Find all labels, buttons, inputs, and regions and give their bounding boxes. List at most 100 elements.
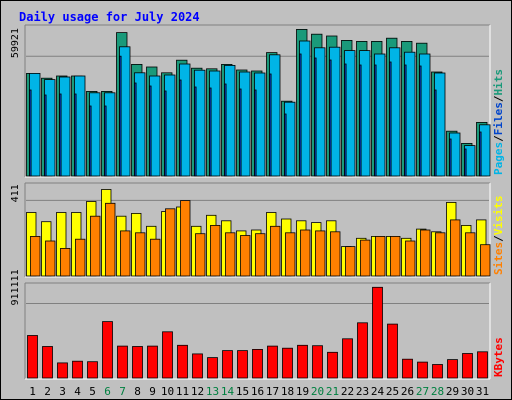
bar-kbytes-day-3 [57,362,68,379]
x-tick-label-day-14: 14 [221,385,235,398]
bar-kbytes-day-29 [447,359,458,379]
x-tick-label-day-27: 27 [416,385,429,398]
x-tick-label-day-26: 26 [401,385,414,398]
bar-files-day-31 [479,131,482,177]
bar-kbytes-day-6 [102,321,113,379]
bar-files-day-20 [314,57,317,177]
bar-sites-day-20 [315,230,326,277]
bar-files-day-8 [134,82,137,177]
x-tick-label-day-15: 15 [236,385,249,398]
x-tick-label-day-18: 18 [281,385,294,398]
x-tick-label-day-9: 9 [149,385,156,398]
bar-sites-day-7 [120,230,131,277]
legend-panel-3: KBytes [492,337,505,377]
x-tick-label-day-17: 17 [266,385,279,398]
x-tick-label-day-7: 7 [119,385,126,398]
x-tick-label-day-24: 24 [371,385,385,398]
bar-kbytes-day-20 [312,345,323,379]
x-tick-label-day-5: 5 [89,385,96,398]
x-tick-label-day-30: 30 [461,385,474,398]
bar-files-day-30 [464,148,467,177]
y-axis-max-label-panel-3: 911111 [10,269,21,305]
x-tick-label-day-22: 22 [341,385,354,398]
bar-files-day-2 [44,94,47,177]
bar-kbytes-day-2 [42,346,53,379]
bar-sites-day-6 [105,202,116,277]
legend-item-3-0: KBytes [492,337,505,377]
bar-sites-day-14 [225,232,236,277]
bar-files-day-12 [194,86,197,177]
bar-sites-day-13 [210,224,221,277]
bar-kbytes-day-25 [387,323,398,379]
legend-item-2-2: Visits [492,196,505,236]
x-tick-label-day-3: 3 [59,385,66,398]
x-tick-label-day-12: 12 [191,385,204,398]
bar-kbytes-day-22 [342,338,353,379]
bar-files-day-15 [239,88,242,177]
x-tick-label-day-11: 11 [176,385,189,398]
bar-kbytes-day-13 [207,357,218,379]
y-axis-max-label-panel-2: 411 [10,184,21,202]
bar-files-day-22 [344,63,347,177]
bar-kbytes-day-28 [432,364,443,379]
chart-title: Daily usage for July 2024 [19,10,200,24]
bar-sites-day-26 [405,240,416,277]
bar-files-day-11 [179,79,182,177]
bar-sites-day-31 [480,244,491,277]
bar-kbytes-day-8 [132,346,143,379]
x-tick-label-day-21: 21 [326,385,339,398]
bar-files-day-9 [149,85,152,177]
bar-sites-day-28 [435,232,446,277]
bar-sites-day-21 [330,231,341,277]
bar-kbytes-day-14 [222,350,233,379]
bar-files-day-29 [449,138,452,177]
bar-kbytes-day-10 [162,331,173,379]
bar-sites-day-1 [30,235,41,277]
bar-sites-day-12 [195,233,206,277]
bar-files-day-3 [59,93,62,177]
x-axis-labels: 1 2 3 4 5 6 7 8 9 10 11 12 13 14 15 16 17 18 19 20 21 22 23 24 2… [29,385,489,398]
bar-files-day-17 [269,73,272,177]
bar-kbytes-day-24 [372,286,383,379]
bar-kbytes-day-16 [252,348,263,379]
x-tick-label-day-1: 1 [29,385,36,398]
bar-files-day-5 [89,105,92,177]
x-tick-label-day-28: 28 [431,385,444,398]
bar-files-day-6 [104,105,107,177]
bar-sites-day-5 [90,215,101,277]
bar-sites-day-8 [135,232,146,277]
bar-files-day-24 [374,64,377,177]
x-tick-label-day-16: 16 [251,385,264,398]
bar-sites-day-15 [240,235,251,277]
bar-kbytes-day-5 [87,361,98,379]
bar-kbytes-day-15 [237,350,248,379]
bar-sites-day-25 [390,235,401,277]
bar-kbytes-day-31 [477,351,488,379]
bar-kbytes-day-11 [177,344,188,379]
bar-kbytes-day-7 [117,345,128,379]
bar-sites-day-30 [465,232,476,277]
legend-panel-2: Sites/Visits [492,196,505,276]
x-tick-label-day-4: 4 [74,385,81,398]
legend-item-1-1: / [492,135,505,142]
bar-files-day-1 [29,89,32,177]
bar-kbytes-day-17 [267,345,278,379]
bar-sites-day-17 [270,225,281,277]
bar-kbytes-day-9 [147,345,158,379]
panel-visits-sites: 411 Sites/Visits [10,182,505,278]
bar-files-day-10 [164,90,167,177]
bar-files-day-25 [389,61,392,177]
bar-kbytes-day-1 [27,335,38,379]
bar-sites-day-22 [345,246,356,277]
bar-sites-day-23 [360,239,371,277]
bar-files-day-13 [209,87,212,177]
panel-kbytes: 911111 KBytes [10,269,505,380]
bar-sites-day-19 [300,229,311,277]
bar-files-day-19 [299,53,302,177]
legend-item-1-2: Files [492,102,505,135]
bar-sites-day-11 [180,200,191,277]
bar-kbytes-day-21 [327,351,338,379]
bar-files-day-23 [359,64,362,177]
